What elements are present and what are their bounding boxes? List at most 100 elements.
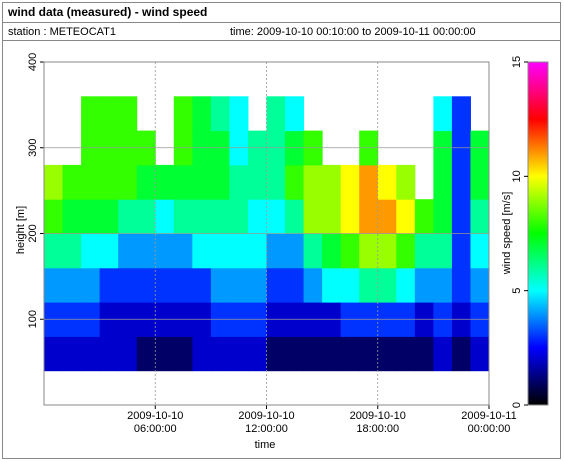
heat-cell xyxy=(136,267,156,303)
heat-cell xyxy=(229,267,249,303)
heat-cell xyxy=(229,164,249,200)
heat-cell xyxy=(62,233,82,269)
heat-cell xyxy=(44,233,64,269)
time-range: time: 2009-10-10 00:10:00 to 2009-10-11 … xyxy=(230,26,476,38)
heat-cell xyxy=(433,336,453,372)
heat-cell xyxy=(99,96,119,132)
heat-cell xyxy=(229,336,249,372)
heat-cell xyxy=(247,233,267,269)
x-tick-label: 2009-10-10 06:00:00 xyxy=(127,410,184,435)
heat-cell xyxy=(285,164,305,200)
heat-cell xyxy=(266,96,286,132)
heat-cell xyxy=(44,164,64,200)
heat-cell xyxy=(396,164,416,200)
heat-cell xyxy=(192,164,212,200)
y-tick-label: 400 xyxy=(27,53,39,71)
colorbar-tick-label: 0 xyxy=(511,402,523,408)
heat-cell xyxy=(285,267,305,303)
heat-cell xyxy=(433,267,453,303)
heat-cell xyxy=(414,267,434,303)
heat-cell xyxy=(229,233,249,269)
heat-cell xyxy=(340,199,360,234)
heat-cell xyxy=(210,164,230,200)
heat-cell xyxy=(173,199,193,234)
heat-cell xyxy=(173,96,193,132)
heat-cell xyxy=(173,233,193,269)
colorbar-tick-label: 5 xyxy=(511,288,523,294)
heat-cell xyxy=(118,267,138,303)
heat-cell xyxy=(414,336,434,372)
heat-cell xyxy=(62,336,82,372)
heat-cell xyxy=(62,199,82,234)
heat-cell xyxy=(136,199,156,234)
heat-cell xyxy=(118,164,138,200)
x-tick-label: 2009-10-10 12:00:00 xyxy=(238,410,295,435)
heat-cell xyxy=(266,267,286,303)
heat-cell xyxy=(303,164,323,200)
heat-cell xyxy=(451,199,471,234)
heat-cell xyxy=(340,164,360,200)
heat-cell xyxy=(99,267,119,303)
heat-cell xyxy=(44,267,64,303)
heat-cell xyxy=(377,199,397,234)
heat-cell xyxy=(433,96,453,132)
heat-cell xyxy=(99,164,119,200)
heat-cell xyxy=(81,164,101,200)
heat-cell xyxy=(451,96,471,132)
heat-cell xyxy=(396,336,416,372)
heat-cell xyxy=(266,199,286,234)
heat-cell xyxy=(173,267,193,303)
colorbar-label: wind speed [m/s] xyxy=(501,192,513,276)
heat-cell xyxy=(396,233,416,269)
heat-cell xyxy=(81,96,101,132)
colorbar xyxy=(527,61,549,406)
heat-cell xyxy=(62,164,82,200)
heat-cell xyxy=(266,164,286,200)
heat-cell xyxy=(266,233,286,269)
heat-cell xyxy=(377,164,397,200)
heat-cell xyxy=(470,233,490,269)
heat-cell xyxy=(247,199,267,234)
heat-cell xyxy=(322,336,342,372)
heat-cell xyxy=(340,336,360,372)
heat-cell xyxy=(173,336,193,372)
heat-cell xyxy=(118,233,138,269)
heat-cell xyxy=(303,267,323,303)
heat-cell xyxy=(470,164,490,200)
heat-cell xyxy=(451,336,471,372)
heat-cell xyxy=(118,336,138,372)
heat-cell xyxy=(155,199,175,234)
heat-cell xyxy=(359,233,379,269)
heat-cell xyxy=(173,164,193,200)
heat-cell xyxy=(396,199,416,234)
heat-cell xyxy=(377,233,397,269)
heat-cell xyxy=(322,199,342,234)
heat-cell xyxy=(414,199,434,234)
heat-cell xyxy=(266,336,286,372)
heat-cell xyxy=(136,164,156,200)
heat-cell xyxy=(285,96,305,132)
heat-cell xyxy=(81,336,101,372)
x-axis-label: time xyxy=(255,439,276,451)
heat-cell xyxy=(210,267,230,303)
heat-cell xyxy=(396,267,416,303)
heat-cell xyxy=(210,96,230,132)
heat-cell xyxy=(81,233,101,269)
heat-cell xyxy=(62,267,82,303)
heat-cell xyxy=(192,233,212,269)
heat-cell xyxy=(285,233,305,269)
heat-cell xyxy=(192,336,212,372)
heat-cell xyxy=(247,164,267,200)
heat-cell xyxy=(359,199,379,234)
station: station : METEOCAT1 xyxy=(8,26,116,38)
heat-cell xyxy=(451,164,471,200)
heat-cell xyxy=(340,267,360,303)
heat-cell xyxy=(155,233,175,269)
heat-cell xyxy=(303,233,323,269)
y-tick-label: 300 xyxy=(27,139,39,157)
heat-cell xyxy=(470,267,490,303)
x-tick-label: 2009-10-11 00:00:00 xyxy=(461,410,517,435)
y-tick-label: 200 xyxy=(27,224,39,242)
